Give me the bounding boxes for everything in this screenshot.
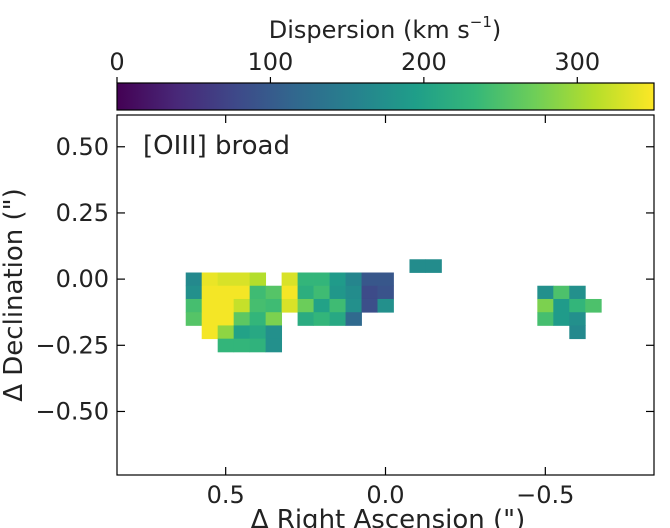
colorbar-tick-label: 0 — [109, 48, 124, 76]
heatmap-pixel — [361, 285, 378, 300]
annotation-label: [OIII] broad — [143, 131, 290, 161]
heatmap-pixel — [185, 272, 203, 287]
heatmap-pixel — [313, 312, 330, 326]
heatmap-pixel — [201, 312, 219, 326]
colorbar-ticks: 0 100 200 300 — [109, 48, 600, 83]
colorbar-tick-label: 200 — [401, 48, 447, 76]
heatmap-pixel — [329, 312, 346, 326]
heatmap-pixel — [233, 272, 251, 287]
heatmap-pixel — [585, 298, 602, 313]
heatmap-pixel — [281, 272, 298, 287]
x-tick-label: 0.0 — [366, 481, 404, 509]
y-tick-label: 0.00 — [56, 265, 109, 293]
heatmap-pixel — [297, 272, 314, 287]
heatmap-pixel — [345, 285, 362, 300]
heatmap-pixel — [329, 285, 346, 300]
x-axis-label: Δ Right Ascension (") — [251, 505, 526, 528]
heatmap-pixel — [249, 272, 267, 287]
heatmap-pixel — [201, 272, 219, 287]
heatmap-pixel — [233, 312, 251, 326]
heatmap-pixel — [553, 312, 570, 326]
y-axis-label: Δ Declination (") — [0, 188, 29, 402]
heatmap-pixel — [569, 325, 586, 340]
heatmap-pixel — [361, 272, 378, 287]
heatmap-pixel — [217, 285, 235, 300]
heatmap-pixel — [345, 298, 362, 313]
colorbar-tick-label: 300 — [554, 48, 600, 76]
colorbar-label: Dispersion (km s−1) — [269, 13, 502, 44]
heatmap-pixel — [265, 325, 283, 340]
heatmap-pixel — [233, 285, 251, 300]
y-tick-label: 0.50 — [56, 133, 109, 161]
heatmap-pixel — [297, 298, 314, 313]
heatmap-pixel — [297, 312, 314, 326]
heatmap-pixel — [345, 312, 362, 326]
heatmap-pixel — [553, 285, 570, 300]
heatmap-pixel — [329, 298, 346, 313]
heatmap-pixel — [377, 298, 394, 313]
heatmap-pixel — [249, 298, 267, 313]
heatmap-pixel — [233, 325, 251, 340]
colorbar-tick-label: 100 — [248, 48, 294, 76]
heatmap-pixel — [329, 272, 346, 287]
heatmap-pixel — [569, 285, 586, 300]
heatmap-pixel — [425, 259, 442, 273]
heatmap-pixel — [233, 298, 251, 313]
heatmap-pixel — [185, 285, 203, 300]
heatmap-pixel — [377, 285, 394, 300]
heatmap-pixel — [265, 312, 283, 326]
heatmap-pixel — [185, 312, 203, 326]
heatmap-pixel — [217, 312, 235, 326]
heatmap-pixel — [185, 298, 203, 313]
heatmap-pixel — [345, 272, 362, 287]
heatmap-pixel — [249, 312, 267, 326]
heatmap-pixel — [217, 298, 235, 313]
heatmap-pixel — [249, 285, 267, 300]
heatmap-pixel — [217, 272, 235, 287]
heatmap-pixel — [265, 338, 283, 353]
heatmap-pixel — [201, 325, 219, 340]
heatmap-pixel — [201, 285, 219, 300]
heatmap-pixel — [297, 285, 314, 300]
heatmap-pixel — [569, 298, 586, 313]
heatmap-pixel — [537, 298, 554, 313]
heatmap-pixel — [313, 298, 330, 313]
heatmap-pixel — [313, 272, 330, 287]
heatmap-pixel — [217, 325, 235, 340]
heatmap-pixel — [377, 272, 394, 287]
y-tick-label: −0.25 — [35, 331, 109, 359]
heatmap-pixel — [281, 285, 298, 300]
heatmap-pixel — [553, 298, 570, 313]
heatmap-pixel — [409, 259, 426, 273]
heatmap-pixel — [217, 338, 235, 353]
heatmap-pixel — [233, 338, 251, 353]
x-tick-label: −0.5 — [516, 481, 574, 509]
heatmap-pixel — [265, 298, 283, 313]
heatmap-pixel — [249, 338, 267, 353]
heatmap-pixel — [265, 285, 283, 300]
y-tick-label: −0.50 — [35, 397, 109, 425]
colorbar — [116, 82, 655, 111]
heatmap-pixel — [281, 298, 298, 313]
axis-ticks: 0.5 0.0 −0.5 0.50 0.25 0.00 −0.25 −0.50 — [35, 115, 654, 509]
y-tick-label: 0.25 — [56, 199, 109, 227]
heatmap-pixel — [537, 285, 554, 300]
heatmap-pixel — [569, 312, 586, 326]
heatmap-pixel — [249, 325, 267, 340]
heatmap-pixel — [201, 298, 219, 313]
heatmap-pixel — [537, 312, 554, 326]
heatmap-pixel — [361, 298, 378, 313]
heatmap-pixels — [185, 259, 602, 353]
x-tick-label: 0.5 — [207, 481, 245, 509]
heatmap-pixel — [313, 285, 330, 300]
